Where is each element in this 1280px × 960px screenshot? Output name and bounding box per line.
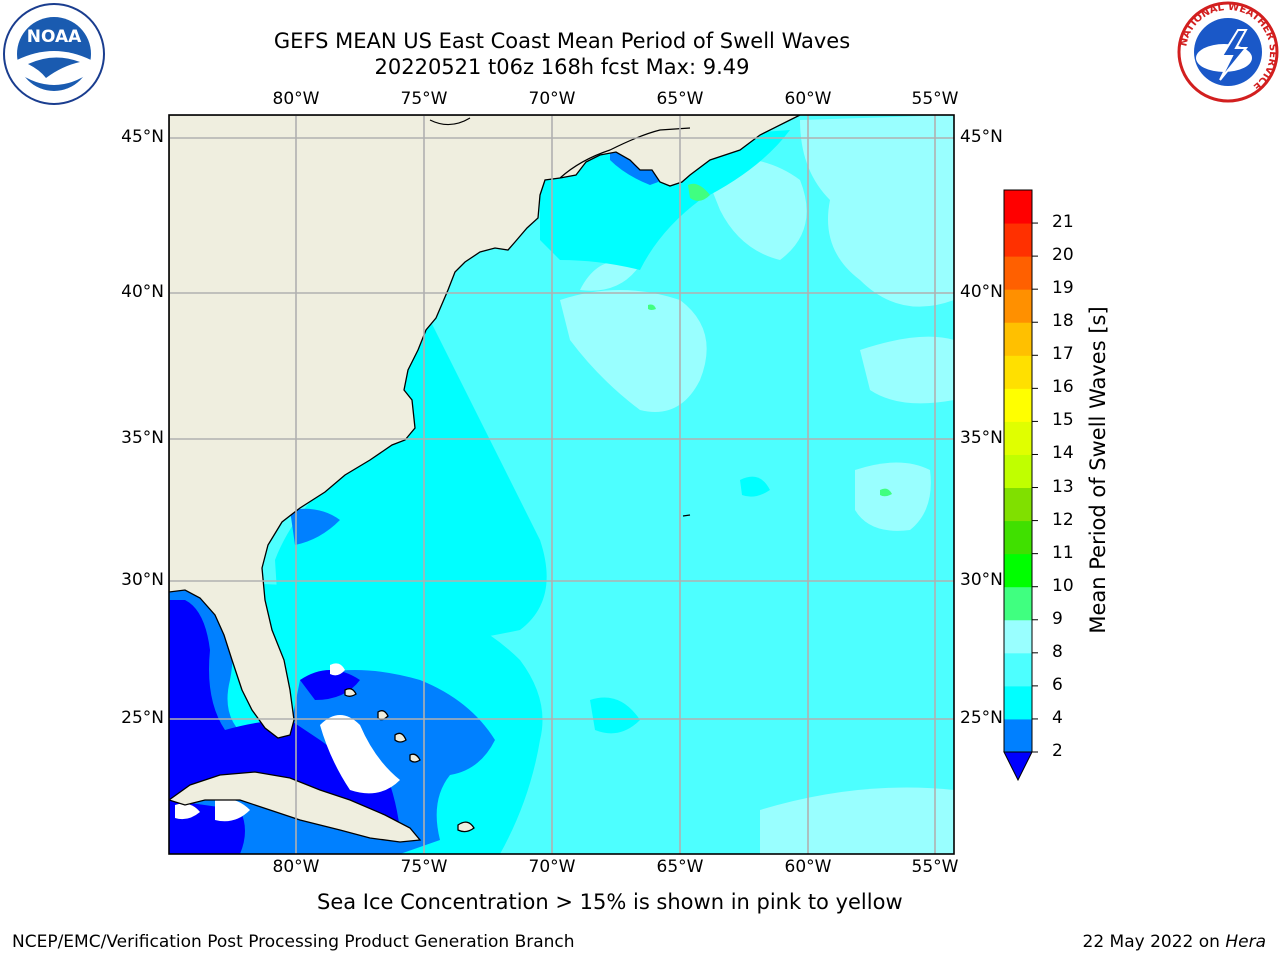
lon-label-bottom: 75°W xyxy=(400,857,448,877)
swell-9-10s-areas xyxy=(648,183,892,497)
lon-label-bottom: 60°W xyxy=(784,857,832,877)
colorbar-band xyxy=(1004,487,1032,522)
colorbar-band xyxy=(1004,586,1032,621)
colorbar-tick-label: 2 xyxy=(1052,741,1063,761)
colorbar-tick-label: 14 xyxy=(1052,443,1074,464)
colorbar-label: Mean Period of Swell Waves [s] xyxy=(1086,306,1110,634)
colorbar-tick-label: 9 xyxy=(1052,608,1063,629)
colorbar-tick-label: 12 xyxy=(1052,509,1074,530)
colorbar-tick-label: 15 xyxy=(1052,410,1074,431)
colorbar-tick-label: 18 xyxy=(1052,311,1074,332)
colorbar-tick-labels: 2 4 6 8 9 10 11 12 13 14 15 16 17 18 19 20 21 xyxy=(1052,180,1092,780)
lat-label-right: 25°N xyxy=(960,708,1003,728)
footer-date-text: 22 May 2022 on xyxy=(1082,932,1226,952)
colorbar-tick-label: 6 xyxy=(1052,674,1063,695)
nws-logo: NATIONAL WEATHER SERVICE xyxy=(1176,0,1280,104)
colorbar-band xyxy=(1004,421,1032,455)
lat-label-right: 30°N xyxy=(960,570,1003,590)
lon-label-top: 70°W xyxy=(528,89,576,109)
colorbar-tick-label: 10 xyxy=(1052,575,1074,596)
colorbar-band xyxy=(1004,355,1032,389)
colorbar-tick-label: 16 xyxy=(1052,377,1074,398)
colorbar-band xyxy=(1004,619,1032,654)
lat-label-left: 30°N xyxy=(121,570,164,590)
colorbar-band xyxy=(1004,685,1032,720)
lon-label-top: 55°W xyxy=(911,89,959,109)
colorbar-band xyxy=(1004,289,1032,323)
colorbar-tick-label: 21 xyxy=(1052,212,1074,233)
colorbar-tick-label: 11 xyxy=(1052,542,1074,563)
colorbar-tick-label: 8 xyxy=(1052,641,1063,662)
lat-label-left: 40°N xyxy=(121,282,164,302)
colorbar xyxy=(1003,189,1038,782)
map-frame xyxy=(168,114,955,855)
map-title: GEFS MEAN US East Coast Mean Period of S… xyxy=(273,29,851,53)
colorbar-tick-label: 4 xyxy=(1052,707,1063,728)
lon-label-bottom: 70°W xyxy=(528,857,576,877)
no-data-areas xyxy=(175,663,400,822)
footer-credit: NCEP/EMC/Verification Post Processing Pr… xyxy=(12,932,575,952)
lat-label-left: 35°N xyxy=(121,428,164,448)
colorbar-band xyxy=(1004,256,1032,290)
lat-label-left: 25°N xyxy=(121,708,164,728)
lon-label-top: 75°W xyxy=(400,89,448,109)
colorbar-band xyxy=(1004,322,1032,356)
colorbar-band xyxy=(1004,553,1032,588)
colorbar-tick-marks xyxy=(1032,222,1038,753)
colorbar-band xyxy=(1004,520,1032,555)
lon-label-bottom: 80°W xyxy=(272,857,320,877)
lon-label-bottom: 55°W xyxy=(911,857,959,877)
colorbar-band xyxy=(1004,718,1032,753)
colorbar-tick-label: 20 xyxy=(1052,245,1074,266)
map-gridlines xyxy=(169,115,954,854)
colorbar-tick-label: 17 xyxy=(1052,344,1074,365)
svg-text:NOAA: NOAA xyxy=(27,27,82,47)
colorbar-tick-label: 19 xyxy=(1052,278,1074,299)
coastline-detail xyxy=(559,127,691,179)
sea-ice-note: Sea Ice Concentration > 15% is shown in … xyxy=(317,890,903,914)
map-subtitle: 20220521 t06z 168h fcst Max: 9.49 xyxy=(374,55,750,79)
colorbar-band xyxy=(1004,454,1032,489)
lon-label-top: 60°W xyxy=(784,89,832,109)
land-north-america xyxy=(169,115,801,739)
lon-label-bottom: 65°W xyxy=(656,857,704,877)
lon-label-top: 65°W xyxy=(656,89,704,109)
colorbar-under-triangle xyxy=(1003,751,1033,782)
coastline-detail xyxy=(429,117,471,126)
lat-label-right: 35°N xyxy=(960,428,1003,448)
colorbar-band xyxy=(1004,652,1032,687)
lat-label-right: 45°N xyxy=(960,127,1003,147)
lat-label-right: 40°N xyxy=(960,282,1003,302)
colorbar-bands xyxy=(1004,190,1032,753)
colorbar-band xyxy=(1004,223,1032,257)
land-cuba xyxy=(169,771,422,843)
noaa-logo: NOAA xyxy=(2,2,106,106)
footer-date: 22 May 2022 on Hera xyxy=(1083,932,1267,952)
footer-machine: Hera xyxy=(1225,932,1266,952)
lon-label-top: 80°W xyxy=(272,89,320,109)
colorbar-band xyxy=(1004,388,1032,422)
lat-label-left: 45°N xyxy=(121,127,164,147)
colorbar-frame xyxy=(1003,189,1033,753)
colorbar-tick-label: 13 xyxy=(1052,476,1074,497)
land-islands xyxy=(344,514,691,833)
colorbar-band xyxy=(1004,190,1032,224)
